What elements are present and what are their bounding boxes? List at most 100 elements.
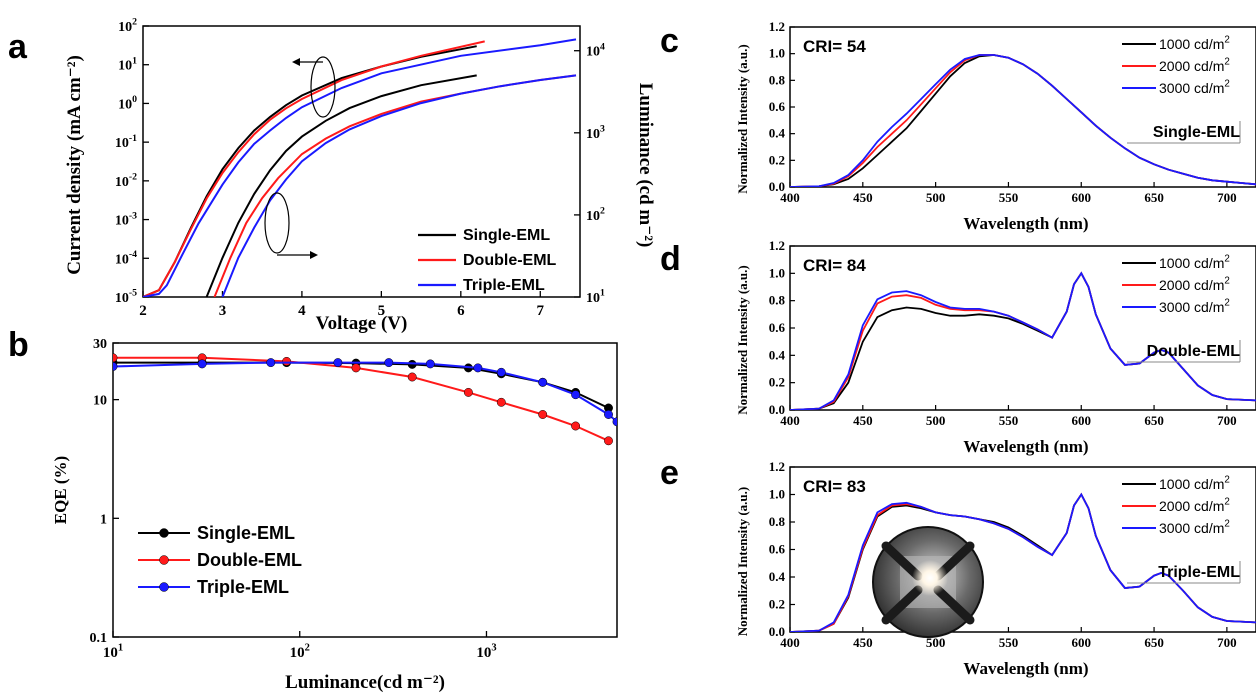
panel-b-marker bbox=[333, 358, 343, 368]
panel-c-ytick-label: 1.2 bbox=[769, 19, 785, 34]
panel-a-xtick-label: 5 bbox=[378, 303, 386, 319]
panel-letter-d: d bbox=[660, 240, 681, 278]
panel-a-legend-label: Double-EML bbox=[463, 252, 557, 269]
panel-d-legend-label: 3000 cd/m2 bbox=[1159, 298, 1230, 315]
panel-a-xtick-label: 4 bbox=[298, 303, 306, 319]
panel-b-ylabel: EQE (%) bbox=[51, 456, 70, 524]
panel-b-xlabel: Luminance(cd m⁻²) bbox=[285, 672, 445, 693]
panel-a-ellipse-left bbox=[310, 56, 336, 118]
panel-e-ytick-label: 1.2 bbox=[769, 459, 785, 474]
panel-a-ytick-label: 10-4 bbox=[115, 249, 137, 267]
panel-b-marker bbox=[571, 421, 581, 431]
panel-b-legend-label: Single-EML bbox=[197, 523, 295, 543]
panel-e-ytick-label: 0.8 bbox=[769, 514, 786, 529]
panel-b-marker bbox=[463, 387, 473, 397]
panel-c-legend-label: 3000 cd/m2 bbox=[1159, 79, 1230, 96]
panel-a-series-right-Triple-EML bbox=[221, 74, 577, 297]
panel-b-marker bbox=[113, 362, 118, 371]
panel-a-ylabel: Current density (mA cm⁻²) bbox=[64, 55, 85, 275]
panel-e-xtick-label: 700 bbox=[1217, 635, 1237, 650]
panel-c-series-3000 cd/m2 bbox=[790, 54, 1256, 187]
panel-c-ytick-label: 0.6 bbox=[769, 99, 786, 114]
panel-d-series-3000 cd/m2 bbox=[790, 271, 1256, 410]
panel-e-cri-annotation: CRI= 83 bbox=[803, 477, 866, 496]
panel-letter-a: a bbox=[8, 28, 28, 66]
panel-a-ytick-label: 101 bbox=[118, 55, 137, 73]
panel-b-series-Triple-EML bbox=[113, 361, 617, 423]
panel-a-arrowhead-right bbox=[310, 251, 318, 259]
panel-a-series-left-Double-EML bbox=[143, 40, 485, 297]
panel-a-legend-label: Triple-EML bbox=[463, 277, 545, 294]
panel-b-marker bbox=[612, 417, 617, 427]
panel-b-marker bbox=[384, 358, 394, 368]
panel-c-legend-label: 1000 cd/m2 bbox=[1159, 35, 1230, 52]
panel-c-ylabel: Normalized Intensity (a.u.) bbox=[735, 44, 750, 194]
panel-d-cri-annotation: CRI= 84 bbox=[803, 256, 866, 275]
panel-b-xtick-label: 101 bbox=[103, 642, 123, 661]
panel-e-series-label: Triple-EML bbox=[1158, 564, 1240, 581]
panel-a-xtick-label: 3 bbox=[219, 303, 227, 319]
panel-e-xtick-label: 400 bbox=[780, 635, 800, 650]
panel-b-series-Double-EML bbox=[113, 356, 609, 442]
panel-d-xtick-label: 450 bbox=[853, 413, 873, 428]
panel-a-series-right-Single-EML bbox=[205, 74, 477, 297]
panel-c-series-label: Single-EML bbox=[1153, 124, 1240, 141]
panel-c-ytick-label: 0.4 bbox=[769, 126, 786, 141]
panel-b-marker bbox=[538, 410, 548, 419]
panel-c-xtick-label: 400 bbox=[780, 190, 800, 205]
panel-b-frame bbox=[112, 342, 618, 638]
panel-a-ytick-label: 10-5 bbox=[115, 288, 137, 306]
panel-a-ytick-label: 10-3 bbox=[115, 210, 137, 228]
panel-c-cri-annotation: CRI= 54 bbox=[803, 37, 866, 56]
panel-a-xtick-label: 7 bbox=[537, 303, 545, 319]
panel-b-xtick-label: 102 bbox=[290, 642, 310, 661]
panel-letter-e: e bbox=[660, 454, 679, 492]
panel-c-xlabel: Wavelength (nm) bbox=[963, 214, 1088, 233]
panel-b-ytick-label: 30 bbox=[93, 337, 107, 352]
panel-e-ylabel: Normalized Intensity (a.u.) bbox=[735, 487, 750, 637]
panel-c-ytick-label: 1.0 bbox=[769, 46, 785, 61]
panel-e-xtick-label: 450 bbox=[853, 635, 873, 650]
panel-d-ytick-label: 1.0 bbox=[769, 265, 785, 280]
panel-b-marker bbox=[496, 367, 506, 377]
panel-b-marker bbox=[407, 372, 417, 382]
panel-d-xtick-label: 700 bbox=[1217, 413, 1237, 428]
panel-d-xtick-label: 650 bbox=[1144, 413, 1164, 428]
panel-e-ytick-label: 0.2 bbox=[769, 597, 785, 612]
panel-letter-b: b bbox=[8, 326, 29, 364]
panel-c-series-2000 cd/m2 bbox=[790, 54, 1256, 187]
panel-a-ytick-label: 10-1 bbox=[115, 133, 137, 151]
panel-d-xlabel: Wavelength (nm) bbox=[963, 437, 1088, 456]
panel-d-ytick-label: 0.4 bbox=[769, 347, 786, 362]
panel-d-ytick-label: 0.6 bbox=[769, 320, 786, 335]
panel-b-legend-marker bbox=[159, 582, 169, 592]
panel-b-marker bbox=[113, 353, 118, 363]
panel-b-legend-label: Double-EML bbox=[197, 550, 302, 570]
panel-b-marker bbox=[425, 359, 435, 369]
panel-e-ytick-label: 0.6 bbox=[769, 542, 786, 557]
photo-probe-clips bbox=[881, 541, 975, 625]
panel-e-legend-label: 2000 cd/m2 bbox=[1159, 497, 1230, 514]
panel-c-xtick-label: 450 bbox=[853, 190, 873, 205]
panel-b-xtick-label: 103 bbox=[476, 642, 496, 661]
panel-a-legend-label: Single-EML bbox=[463, 227, 550, 244]
panel-b-ytick-label: 1 bbox=[100, 512, 107, 527]
panel-d-legend-label: 2000 cd/m2 bbox=[1159, 276, 1230, 293]
panel-e-legend-label: 1000 cd/m2 bbox=[1159, 475, 1230, 492]
panel-a-y2label: Luminance (cd m⁻²) bbox=[635, 83, 656, 248]
panel-a-series-left-Triple-EML bbox=[143, 38, 577, 297]
panel-a-ytick-label: 102 bbox=[118, 17, 137, 35]
panel-b-marker bbox=[197, 359, 207, 369]
panel-c-series-1000 cd/m2 bbox=[790, 54, 1256, 187]
panel-a-y2tick-label: 101 bbox=[586, 288, 605, 306]
panel-b-marker bbox=[351, 363, 361, 373]
panel-c-xtick-label: 650 bbox=[1144, 190, 1164, 205]
device-photo-inset bbox=[872, 526, 984, 638]
panel-c-xtick-label: 600 bbox=[1072, 190, 1092, 205]
panel-b-legend-marker bbox=[159, 555, 169, 565]
panel-d-ylabel: Normalized Intensity (a.u.) bbox=[735, 265, 750, 415]
panel-a-frame bbox=[142, 25, 581, 298]
panel-e-ytick-label: 0.0 bbox=[769, 624, 785, 639]
panel-a-y2tick-label: 103 bbox=[586, 124, 605, 142]
